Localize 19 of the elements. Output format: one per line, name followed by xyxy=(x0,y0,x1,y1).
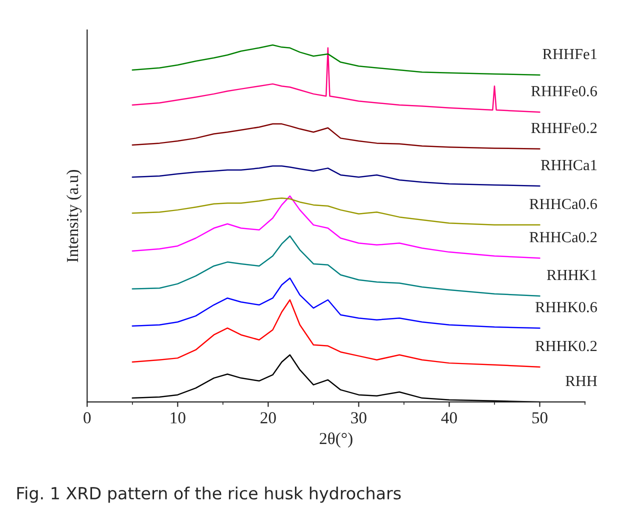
x-tick-label: 30 xyxy=(351,412,366,424)
series-label: RHHFe1 xyxy=(542,48,597,60)
series-label: RHHCa0.2 xyxy=(530,232,597,242)
x-tick-label: 10 xyxy=(170,412,186,424)
series-label: RHHK0.2 xyxy=(535,340,597,352)
series-label: RHH xyxy=(566,376,597,386)
series-label: RHHCa1 xyxy=(541,160,597,170)
series-label: RHHFe0.6 xyxy=(531,86,597,96)
series-label: RHHK0.6 xyxy=(535,302,597,312)
x-tick-label: 50 xyxy=(532,412,548,424)
x-tick-label: 20 xyxy=(260,412,276,424)
series-label: RHHCa0.6 xyxy=(530,198,597,210)
x-tick-label: 40 xyxy=(441,412,457,424)
x-axis-title: 2θ(°) xyxy=(320,432,352,448)
caption: Fig. 1 XRD pattern of the rice husk hydrochars xyxy=(17,486,401,503)
y-axis-title: Intensity (a.u) xyxy=(66,170,82,262)
series-label: RHHFe0.2 xyxy=(531,122,597,134)
x-tick-label: 0 xyxy=(84,412,91,424)
series-label: RHHK1 xyxy=(546,270,597,280)
